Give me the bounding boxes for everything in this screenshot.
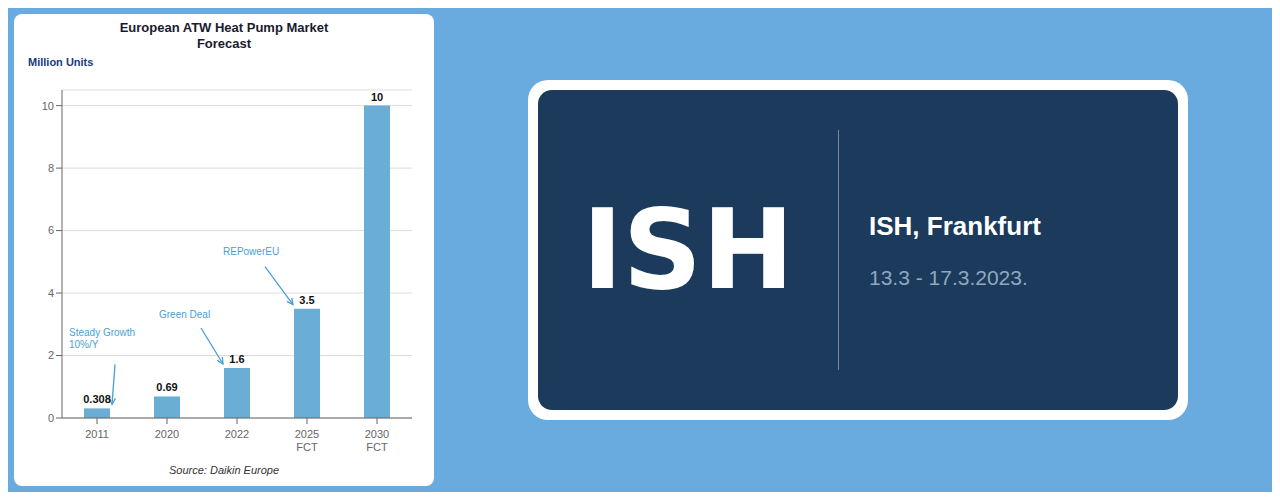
svg-text:2011: 2011 [85,428,109,440]
html-text:ISH, Frankfurt: ISH, Frankfurt [869,210,1041,241]
html-text:Forecast: Forecast [196,36,252,51]
svg-text:2025FCT: 2025FCT [295,428,319,453]
svg-text:10: 10 [371,91,383,103]
html-text:13.3 - 17.3.2023.: 13.3 - 17.3.2023. [869,265,1028,289]
html-text:Source: Daikin Europe: Source: Daikin Europe [169,464,279,476]
svg-text:10: 10 [42,100,54,112]
svg-text:2020: 2020 [155,428,179,440]
html-text:European ATW Heat Pump Market: European ATW Heat Pump Market [119,20,329,35]
svg-text:2030FCT: 2030FCT [365,428,389,453]
svg-text:4: 4 [48,287,54,299]
html-text:ISH: ISH [581,186,795,314]
svg-text:Green Deal: Green Deal [159,309,210,320]
svg-text:2022: 2022 [225,428,249,440]
html-text:Million Units: Million Units [28,56,94,68]
svg-text:REPowerEU: REPowerEU [223,246,279,257]
svg-text:8: 8 [48,162,54,174]
svg-text:0.308: 0.308 [83,393,111,405]
svg-text:0.69: 0.69 [156,381,177,393]
svg-text:0: 0 [48,412,54,424]
svg-text:Steady Growth10%/Y: Steady Growth10%/Y [69,327,135,350]
svg-text:3.5: 3.5 [299,294,314,306]
svg-text:2: 2 [48,349,54,361]
svg-text:6: 6 [48,224,54,236]
svg-text:1.6: 1.6 [229,353,244,365]
